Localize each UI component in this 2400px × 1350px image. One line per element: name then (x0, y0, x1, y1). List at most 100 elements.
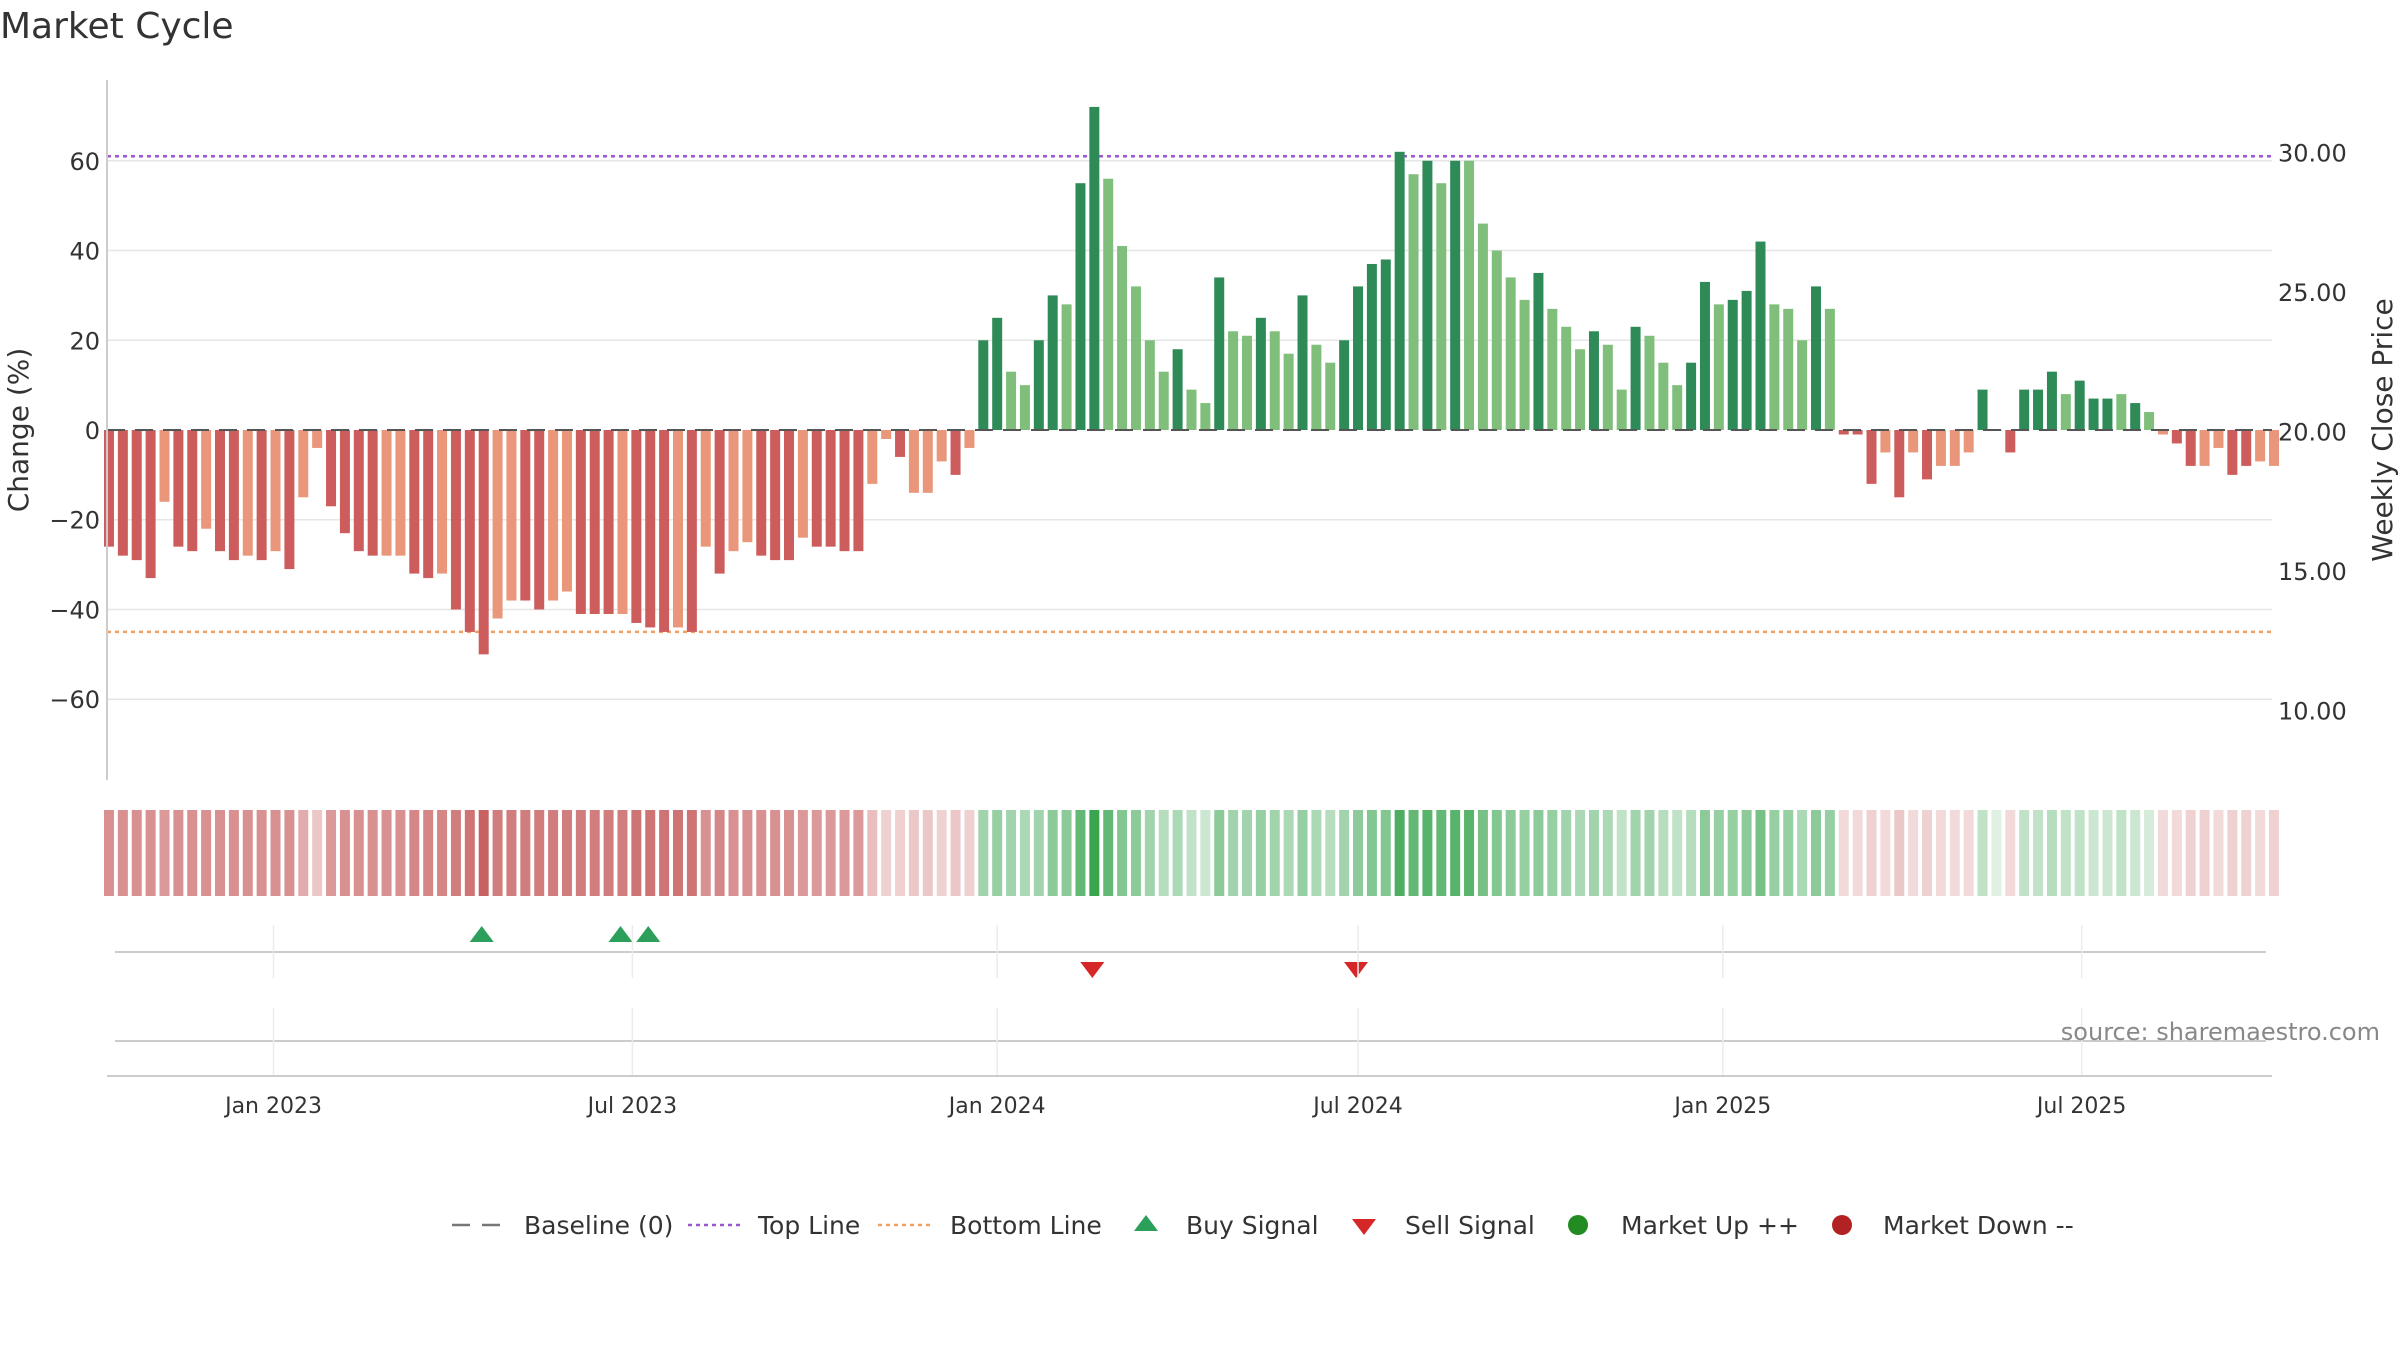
bar (256, 430, 267, 561)
strip-cell (589, 810, 600, 896)
bar (686, 430, 697, 632)
bar (423, 430, 434, 579)
bar (2033, 389, 2044, 430)
bar (1117, 246, 1128, 430)
strip-cell (2268, 810, 2279, 896)
bar (298, 430, 309, 498)
strip-cell (1672, 810, 1683, 896)
strip-cell (1977, 810, 1988, 896)
strip-cell (1061, 810, 1072, 896)
strip-cell (1158, 810, 1169, 896)
strip-cell (811, 810, 822, 896)
x-tick-label: Jan 2023 (223, 1094, 322, 1119)
strip-cell (2074, 810, 2085, 896)
strip-cell (520, 810, 531, 896)
strip-cell (1103, 810, 1114, 896)
buy-signal-marker (469, 926, 494, 942)
y-tick-label: 40 (69, 238, 100, 266)
legend-label: Top Line (757, 1211, 860, 1240)
bar (1339, 340, 1350, 430)
strip-cell (1935, 810, 1946, 896)
bar (1616, 389, 1627, 430)
strip-cell (908, 810, 919, 896)
strip-cell (617, 810, 628, 896)
y-tick-label: 60 (69, 148, 100, 176)
strip-cell (2144, 810, 2155, 896)
bar (908, 430, 919, 493)
bar (2102, 398, 2113, 430)
left-y-ticks: 60 40 20 0 −20 −40 −60 (49, 148, 100, 714)
strip-cell (2157, 810, 2168, 896)
strip-cell (1019, 810, 1030, 896)
bar (1935, 430, 1946, 466)
strip-cell (1505, 810, 1516, 896)
bar (797, 430, 808, 538)
bar (284, 430, 295, 570)
bar (2088, 398, 2099, 430)
strip-cell (659, 810, 670, 896)
bar (1519, 299, 1530, 430)
strip-cell (853, 810, 864, 896)
source-label: source: sharemaestro.com (2061, 1018, 2380, 1046)
bar (1755, 241, 1766, 430)
bar (1575, 349, 1586, 430)
strip-cell (2199, 810, 2210, 896)
strip-cell (631, 810, 642, 896)
strip-cell (1852, 810, 1863, 896)
strip-cell (1353, 810, 1364, 896)
bar (1547, 308, 1558, 430)
bar (2144, 412, 2155, 430)
legend-item: Bottom Line (878, 1211, 1102, 1240)
bar (409, 430, 420, 574)
strip-cell (950, 810, 961, 896)
strip-cell (1741, 810, 1752, 896)
strip-cell (881, 810, 892, 896)
strip-cell (1380, 810, 1391, 896)
bar (1061, 304, 1072, 430)
chart-title: Market Cycle (0, 6, 234, 47)
bar (1727, 299, 1738, 430)
signal-panel (115, 926, 2266, 978)
bar (1158, 371, 1169, 430)
buy-signal-marker (636, 926, 661, 942)
strip-cell (492, 810, 503, 896)
bar (492, 430, 503, 619)
bar (159, 430, 170, 502)
strength-strip (103, 810, 2279, 896)
bar (1464, 160, 1475, 430)
strip-cell (1783, 810, 1794, 896)
strip-cell (1561, 810, 1572, 896)
bar (1866, 430, 1877, 484)
strip-cell (103, 810, 114, 896)
x-tick-label: Jul 2023 (586, 1094, 678, 1119)
strip-cell (867, 810, 878, 896)
strip-cell (770, 810, 781, 896)
strip-cell (256, 810, 267, 896)
strip-cell (215, 810, 226, 896)
strip-cell (1033, 810, 1044, 896)
strip-cell (1228, 810, 1239, 896)
legend-marker-circle (1568, 1215, 1588, 1235)
strip-cell (992, 810, 1003, 896)
bar (1311, 344, 1322, 430)
bar (1797, 340, 1808, 430)
bar (1325, 362, 1336, 430)
strip-cell (298, 810, 309, 896)
legend-marker-circle (1832, 1215, 1852, 1235)
legend-label: Market Up ++ (1621, 1211, 1799, 1240)
bar (215, 430, 226, 552)
strip-cell (936, 810, 947, 896)
bar (756, 430, 767, 556)
legend-item: Baseline (0) (452, 1211, 673, 1240)
bar (1144, 340, 1155, 430)
bar (1297, 295, 1308, 430)
strip-cell (1075, 810, 1086, 896)
bar (1533, 272, 1544, 430)
bar (173, 430, 184, 547)
strip-cell (312, 810, 323, 896)
strip-cell (131, 810, 142, 896)
bar (145, 430, 156, 579)
strip-cell (381, 810, 392, 896)
bar (2019, 389, 2030, 430)
bar (631, 430, 642, 623)
